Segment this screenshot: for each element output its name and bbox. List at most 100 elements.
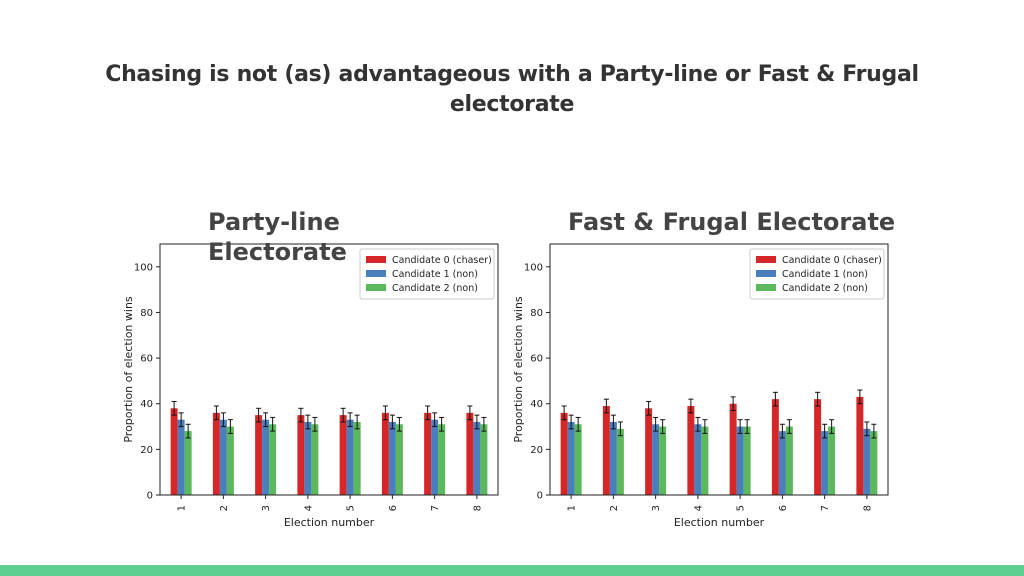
bar (814, 399, 822, 495)
legend-swatch (756, 270, 776, 277)
y-tick-label: 40 (530, 399, 543, 410)
bar (381, 412, 389, 495)
bar (574, 424, 582, 495)
party-line-chart: 0 20 40 60 80 100 1 2 3 4 5 6 7 8 Election number Propo… (122, 243, 499, 529)
bar (466, 412, 474, 495)
bar (262, 419, 270, 495)
legend-label: Candidate 0 (chaser) (782, 255, 882, 266)
x-tick-label: 7 (430, 505, 441, 511)
x-tick-label: 8 (862, 505, 873, 511)
legend-label: Candidate 2 (non) (782, 283, 868, 294)
x-tick-label: 2 (219, 505, 230, 511)
legend-box (359, 248, 495, 300)
bar (311, 424, 319, 495)
bar (609, 421, 617, 495)
bar (255, 415, 263, 495)
y-tick-label: 0 (537, 491, 543, 502)
y-tick-label: 20 (140, 445, 153, 456)
legend-label: Candidate 1 (non) (392, 269, 478, 280)
legend-swatch (756, 284, 776, 291)
bar (304, 421, 312, 495)
plot-frame (159, 243, 499, 496)
x-tick-label: 1 (177, 505, 188, 511)
y-tick-label: 60 (530, 354, 543, 365)
y-tick-label: 60 (140, 354, 153, 365)
bar (828, 426, 836, 495)
x-tick-label: 3 (651, 505, 662, 511)
bar (388, 421, 396, 495)
x-tick-label: 6 (388, 505, 399, 511)
bar (226, 426, 234, 495)
fast-frugal-chart-title: Fast & Frugal Electorate (568, 208, 896, 236)
x-tick-label: 8 (472, 505, 483, 511)
bar (863, 428, 871, 495)
bar (616, 428, 624, 495)
bar (602, 406, 610, 495)
bar (297, 415, 305, 495)
x-tick-label: 1 (567, 505, 578, 511)
bar (778, 431, 786, 495)
y-axis-label: Proportion of election wins (512, 296, 525, 443)
x-tick-label: 7 (820, 505, 831, 511)
bar (177, 419, 185, 495)
bar (170, 408, 178, 495)
bar (659, 426, 667, 495)
bar (785, 426, 793, 495)
slide-title: Chasing is not (as) advantageous with a … (105, 62, 919, 117)
bar (645, 408, 653, 495)
bar (856, 396, 864, 495)
bar (438, 424, 446, 495)
x-tick-label: 2 (609, 505, 620, 511)
legend-swatch (756, 256, 776, 263)
fast-frugal-chart: 0 20 40 60 80 100 1 2 3 4 5 6 7 8 Election number Propo… (512, 243, 889, 529)
legend-box (749, 248, 885, 300)
bar (346, 419, 354, 495)
legend-label: Candidate 2 (non) (392, 283, 478, 294)
legend-swatch (366, 256, 386, 263)
y-tick-label: 0 (147, 491, 153, 502)
bar (269, 424, 277, 495)
y-axis-label: Proportion of election wins (122, 296, 135, 443)
bar (560, 412, 568, 495)
bar (729, 403, 737, 495)
y-tick-label: 100 (134, 262, 153, 273)
bar (212, 412, 220, 495)
bar (219, 419, 227, 495)
x-tick-label: 4 (303, 505, 314, 511)
bar (743, 426, 751, 495)
bar (652, 424, 660, 495)
bar (431, 419, 439, 495)
bar (870, 431, 878, 495)
bar (736, 426, 744, 495)
legend-label: Candidate 0 (chaser) (392, 255, 492, 266)
legend-label: Candidate 1 (non) (782, 269, 868, 280)
y-tick-label: 80 (140, 308, 153, 319)
x-tick-label: 4 (693, 505, 704, 511)
x-axis-label: Election number (284, 516, 375, 529)
x-tick-label: 6 (778, 505, 789, 511)
bar (771, 399, 779, 495)
x-tick-label: 5 (736, 505, 747, 511)
legend-swatch (366, 284, 386, 291)
bar (567, 421, 575, 495)
bar (480, 424, 488, 495)
bar (424, 412, 432, 495)
bar (339, 415, 347, 495)
x-axis-label: Election number (674, 516, 765, 529)
bar (701, 426, 709, 495)
y-tick-label: 80 (530, 308, 543, 319)
bar (184, 431, 192, 495)
bar (694, 424, 702, 495)
bar (395, 424, 403, 495)
bar (473, 421, 481, 495)
footer-bar (0, 565, 1024, 576)
bar (353, 421, 361, 495)
y-tick-label: 100 (524, 262, 543, 273)
plot-frame (549, 243, 889, 496)
party-line-chart-title: Party-line Electorate (208, 208, 347, 266)
bar (687, 406, 695, 495)
bar (821, 431, 829, 495)
x-tick-label: 5 (346, 505, 357, 511)
x-tick-label: 3 (261, 505, 272, 511)
y-tick-label: 40 (140, 399, 153, 410)
